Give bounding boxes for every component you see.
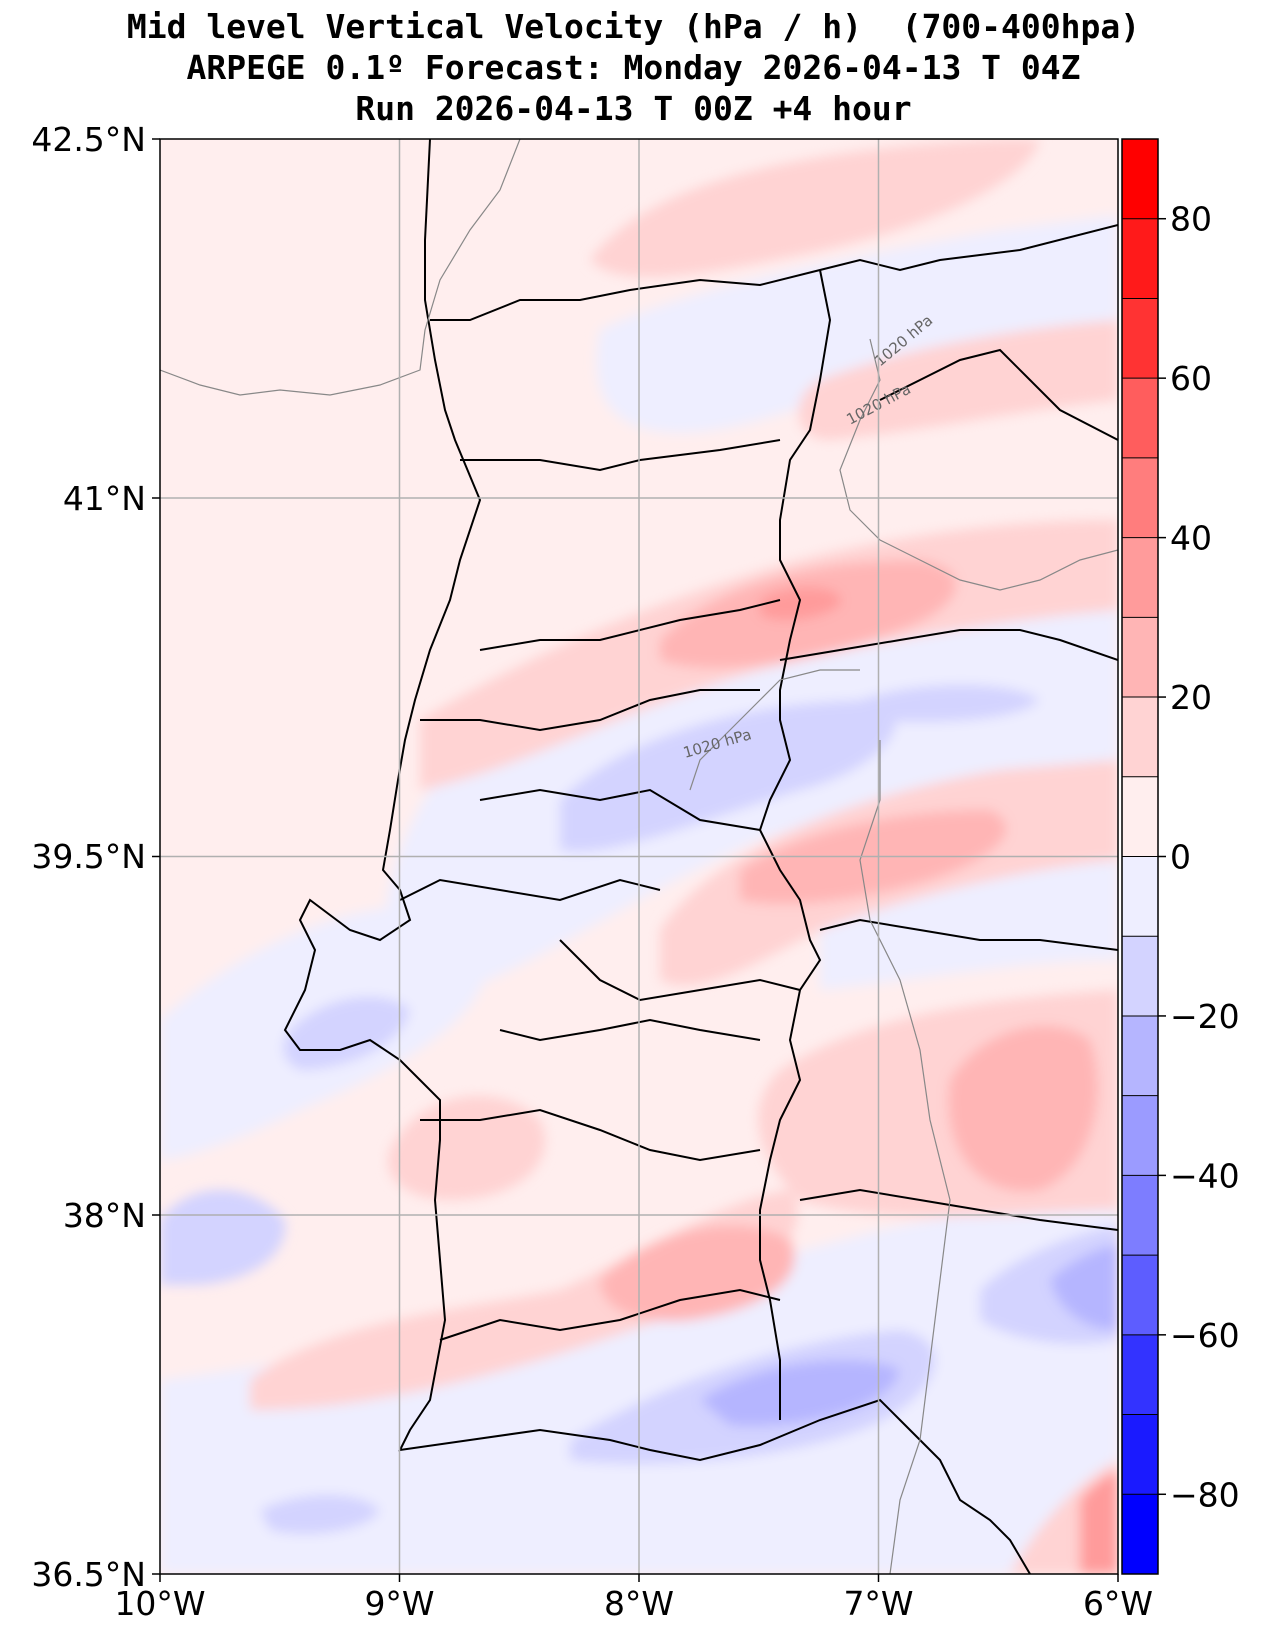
cbar-label-neg20: −20: [1170, 997, 1240, 1036]
colorbar-labels: 80 60 40 20 0 −20 −40 −60 −80: [1170, 200, 1240, 1515]
colorbar-segment: [1122, 1095, 1158, 1176]
axis-ticks: [152, 138, 1119, 1582]
district-9: [439, 1288, 781, 1341]
lon-label-9w: 9°W: [364, 1584, 434, 1623]
cbar-label-neg80: −80: [1170, 1475, 1240, 1514]
spain-border-1: [879, 348, 1118, 441]
lon-label-6w: 6°W: [1083, 1584, 1153, 1623]
cbar-label-40: 40: [1170, 519, 1212, 558]
cbar-label-neg60: −60: [1170, 1316, 1240, 1355]
colorbar-segment: [1122, 776, 1158, 857]
district-1: [460, 439, 781, 472]
neg-zone-mid-7: [860, 685, 1040, 722]
colorbar-segment: [1122, 1175, 1158, 1256]
spain-border-2: [779, 629, 1118, 661]
pos-zone-north: [590, 139, 1040, 277]
colorbar-segment: [1122, 936, 1158, 1016]
lat-axis-labels: 42.5°N 41°N 39.5°N 38°N 36.5°N: [31, 120, 146, 1594]
pos-zone-strong-1: [760, 587, 842, 621]
colorbar-segment: [1122, 1255, 1158, 1335]
colorbar-segment: [1122, 537, 1158, 618]
isobar-2: [839, 338, 1118, 591]
cbar-label-neg40: −40: [1170, 1156, 1240, 1195]
colorbar-segment: [1122, 139, 1158, 219]
colorbar-segment: [1122, 378, 1158, 458]
contour-field: 1020 hPa 1020 hPa 1020 hPa: [160, 139, 1118, 1574]
cbar-label-60: 60: [1170, 359, 1212, 398]
neg-zone-mid-3: [160, 1190, 286, 1285]
colorbar-segment: [1122, 1334, 1158, 1415]
border-east: [758, 269, 832, 1420]
border-north: [430, 224, 1118, 321]
lon-label-8w: 8°W: [604, 1584, 674, 1623]
neg-zone-mid-1: [560, 700, 896, 852]
title-line-3: Run 2026-04-13 T 00Z +4 hour: [355, 89, 912, 128]
colorbar-segment: [1122, 856, 1158, 937]
district-3: [420, 689, 760, 732]
district-8: [420, 1108, 761, 1162]
colorbar-segment: [1122, 1494, 1158, 1574]
district-2: [479, 599, 781, 651]
lat-label-39-5n: 39.5°N: [31, 837, 146, 876]
spain-border-3: [819, 918, 1118, 951]
colorbar-segment: [1122, 697, 1158, 777]
title-line-1: Mid level Vertical Velocity (hPa / h) (7…: [126, 7, 1141, 46]
neg-zone-north: [596, 215, 1118, 433]
cbar-label-20: 20: [1170, 678, 1212, 717]
pos-zone-strong-2: [1080, 1470, 1118, 1574]
colorbar-segment: [1122, 1414, 1158, 1495]
pos-zone-mid-4: [948, 1025, 1098, 1192]
cbar-label-0: 0: [1170, 838, 1191, 877]
figure-title: Mid level Vertical Velocity (hPa / h) (7…: [0, 6, 1267, 129]
colorbar: [1121, 138, 1166, 1575]
coastline: [283, 139, 1031, 1574]
isobar-4: [859, 740, 951, 1574]
district-4: [479, 788, 761, 831]
district-6: [559, 939, 801, 1002]
neg-zone-strong-2: [1050, 1245, 1118, 1330]
lon-label-7w: 7°W: [843, 1584, 913, 1623]
cbar-label-80: 80: [1170, 200, 1212, 239]
colorbar-segment: [1122, 218, 1158, 299]
colorbar-segment: [1122, 298, 1158, 379]
colorbar-segment: [1122, 1015, 1158, 1096]
title-line-2: ARPEGE 0.1º Forecast: Monday 2026-04-13 …: [186, 48, 1081, 87]
district-5: [399, 878, 661, 902]
gridlines: [160, 139, 1118, 1574]
colorbar-segment: [1122, 457, 1158, 538]
coastline-borders: [283, 139, 1118, 1574]
lat-label-41n: 41°N: [63, 479, 146, 518]
pos-zone-sw-coast: [388, 1096, 546, 1200]
pos-zone-mid-3: [600, 1225, 795, 1321]
colorbar-segment: [1122, 617, 1158, 698]
spain-border-4: [799, 1188, 1118, 1231]
isobar-3: [689, 669, 860, 791]
lon-label-10w: 10°W: [114, 1584, 205, 1623]
neg-zone-mid-6: [260, 1495, 380, 1534]
lon-axis-labels: 10°W 9°W 8°W 7°W 6°W: [114, 1584, 1153, 1623]
lat-label-42-5n: 42.5°N: [31, 120, 146, 159]
district-7: [499, 1018, 761, 1042]
neg-zone-mid-2: [283, 996, 410, 1070]
lat-label-36-5n: 36.5°N: [31, 1555, 146, 1594]
lat-label-38n: 38°N: [63, 1196, 146, 1235]
